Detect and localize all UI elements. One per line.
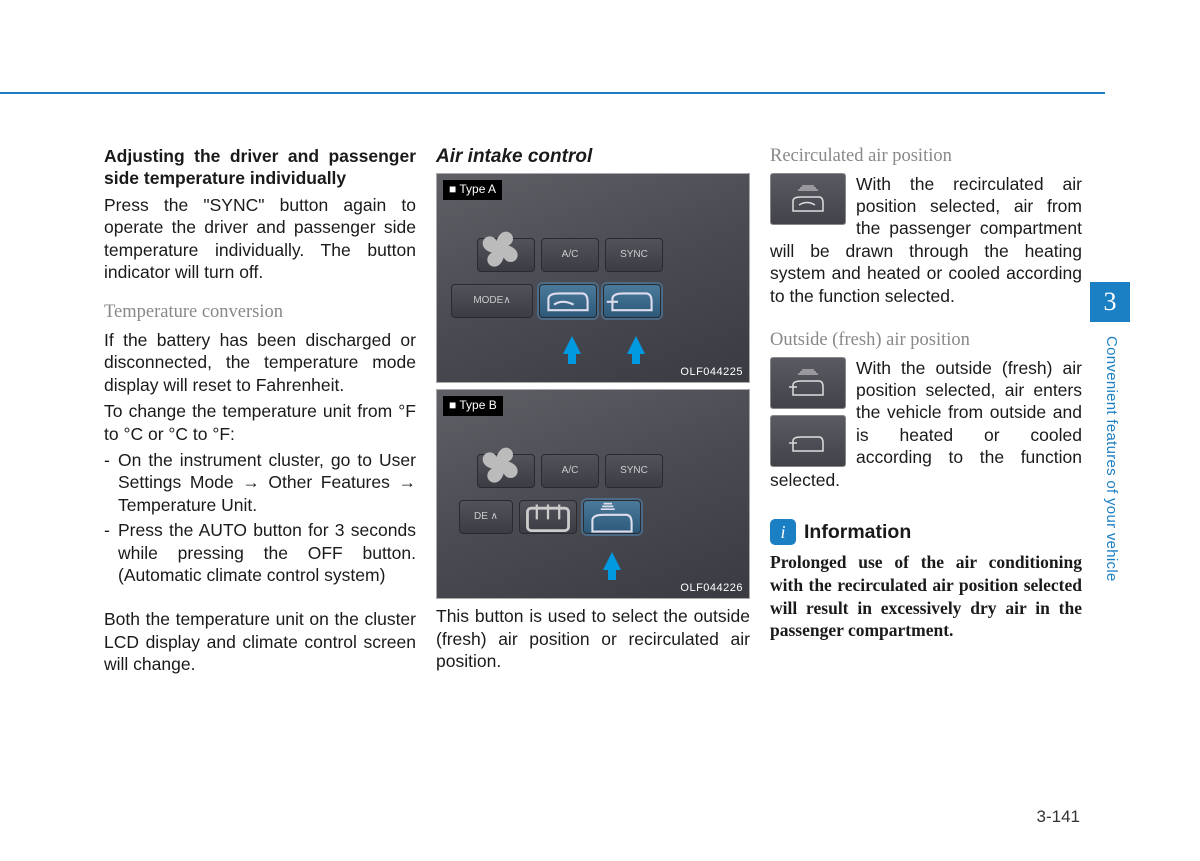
figure-type-a: ■ Type A A/C SYNC MODE ∧ OLF044225 xyxy=(436,173,750,383)
info-icon: i xyxy=(770,519,796,545)
mode-button: MODE ∧ xyxy=(451,284,533,318)
heading-air-intake: Air intake control xyxy=(436,145,750,169)
paragraph-button-desc: This button is used to select the outsid… xyxy=(436,605,750,672)
ac-button: A/C xyxy=(541,454,599,488)
label-type-a: ■ Type A xyxy=(443,180,502,199)
recirculate-button-a xyxy=(539,284,597,318)
recirc-icon xyxy=(770,173,846,225)
fresh-air-button-a xyxy=(603,284,661,318)
info-body: Prolonged use of the air conditioning wi… xyxy=(770,551,1082,642)
bullet-cluster: - On the instrument cluster, go to User … xyxy=(104,449,416,516)
chapter-tab: 3 xyxy=(1090,282,1130,322)
fresh-block: With the outside (fresh) air position se… xyxy=(770,357,1082,495)
bullet-auto: - Press the AUTO button for 3 seconds wh… xyxy=(104,519,416,586)
fresh-icon-bottom xyxy=(770,415,846,467)
bullet-cluster-text: On the instrument cluster, go to User Se… xyxy=(118,449,416,516)
heading-temp-conversion: Temperature conversion xyxy=(104,301,416,325)
paragraph-battery: If the battery has been discharged or di… xyxy=(104,329,416,396)
sync-button: SYNC xyxy=(605,454,663,488)
figure-code-b: OLF044226 xyxy=(680,581,743,595)
paragraph-change-unit: To change the temperature unit from °F t… xyxy=(104,400,416,445)
ac-button: A/C xyxy=(541,238,599,272)
figure-code-a: OLF044225 xyxy=(680,365,743,379)
paragraph-both-units: Both the temperature unit on the cluster… xyxy=(104,608,416,675)
sync-button: SYNC xyxy=(605,238,663,272)
fan-button xyxy=(477,454,535,488)
top-rule xyxy=(0,92,1105,94)
arrow-icon xyxy=(603,552,621,570)
figure-type-b: ■ Type B A/C SYNC DE ∧ OLF044226 xyxy=(436,389,750,599)
dash: - xyxy=(104,519,118,586)
arrow-icon xyxy=(563,336,581,354)
heading-fresh: Outside (fresh) air position xyxy=(770,329,1082,353)
fresh-icon-top xyxy=(770,357,846,409)
mode-button-b: DE ∧ xyxy=(459,500,513,534)
info-label: Information xyxy=(804,520,911,545)
dash: - xyxy=(104,449,118,516)
heading-recirc: Recirculated air position xyxy=(770,145,1082,169)
column-left: Adjusting the driver and passenger side … xyxy=(104,145,416,679)
chapter-number: 3 xyxy=(1104,287,1117,317)
defrost-button xyxy=(519,500,577,534)
fan-button xyxy=(477,238,535,272)
bullet-auto-text: Press the AUTO button for 3 seconds whil… xyxy=(118,519,416,586)
heading-adjust-temp: Adjusting the driver and passenger side … xyxy=(104,145,416,190)
paragraph-sync: Press the "SYNC" button again to operate… xyxy=(104,194,416,284)
page-content: Adjusting the driver and passenger side … xyxy=(104,145,1082,679)
information-heading: i Information xyxy=(770,519,1082,545)
arrow-icon xyxy=(627,336,645,354)
column-right: Recirculated air position With the recir… xyxy=(770,145,1082,679)
column-center: Air intake control ■ Type A A/C SYNC MOD… xyxy=(436,145,750,679)
page-number: 3-141 xyxy=(1037,807,1080,827)
label-type-b: ■ Type B xyxy=(443,396,503,415)
chapter-title: Convenient features of your vehicle xyxy=(1103,336,1120,582)
recirc-block: With the recirculated air position selec… xyxy=(770,173,1082,311)
air-intake-button-b xyxy=(583,500,641,534)
